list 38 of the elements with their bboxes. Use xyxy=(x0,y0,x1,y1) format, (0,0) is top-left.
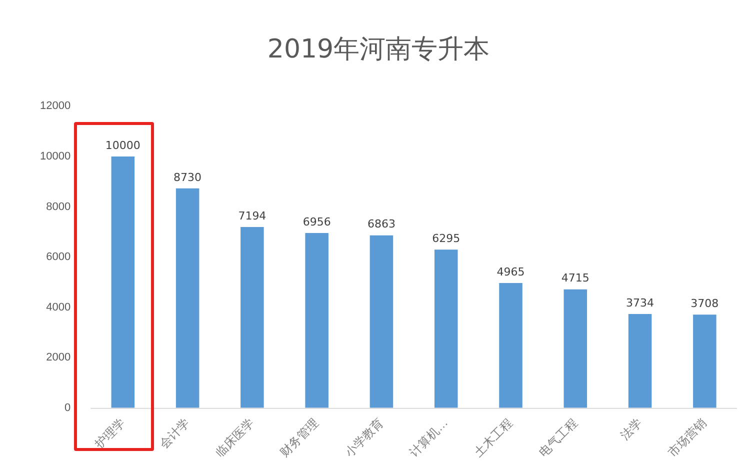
x-tick-label: 临床医学 xyxy=(212,416,257,460)
chart-title: 2019年河南专升本 xyxy=(267,34,490,64)
data-label: 6295 xyxy=(432,232,460,245)
bar xyxy=(370,235,394,408)
data-label: 4715 xyxy=(561,272,590,285)
bar xyxy=(111,156,135,408)
y-tick-label: 8000 xyxy=(46,200,71,213)
y-tick-label: 4000 xyxy=(46,301,71,314)
bar xyxy=(305,233,328,408)
y-tick-label: 10000 xyxy=(40,150,71,163)
y-tick-label: 0 xyxy=(64,402,71,414)
data-label: 8730 xyxy=(174,170,202,184)
bar xyxy=(240,227,264,408)
y-tick-label: 12000 xyxy=(40,100,71,112)
bar xyxy=(628,314,652,408)
bar xyxy=(434,250,458,408)
bar xyxy=(564,289,588,408)
bar xyxy=(499,283,522,408)
x-tick-label: 财务管理 xyxy=(277,416,322,460)
data-label: 3734 xyxy=(626,296,654,310)
x-tick-label: 法学 xyxy=(618,416,644,442)
data-label: 6956 xyxy=(302,215,331,228)
bar xyxy=(693,314,716,408)
bar xyxy=(176,188,200,408)
data-label: 4965 xyxy=(496,265,525,278)
x-tick-label: 电气工程 xyxy=(536,416,580,460)
x-tick-label: 会计学 xyxy=(156,416,192,451)
data-label: 6863 xyxy=(367,218,396,231)
data-label: 7194 xyxy=(238,209,266,222)
x-tick-label: 市场营销 xyxy=(665,416,710,460)
x-tick-label: 护理学 xyxy=(91,416,128,452)
y-tick-label: 2000 xyxy=(46,352,71,364)
x-tick-label: 计算机… xyxy=(406,416,451,460)
data-label: 3708 xyxy=(690,297,719,310)
x-tick-label: 小学教育 xyxy=(342,416,386,460)
y-tick-label: 6000 xyxy=(46,251,71,264)
data-label: 10000 xyxy=(105,138,140,152)
x-tick-label: 土木工程 xyxy=(471,416,516,460)
